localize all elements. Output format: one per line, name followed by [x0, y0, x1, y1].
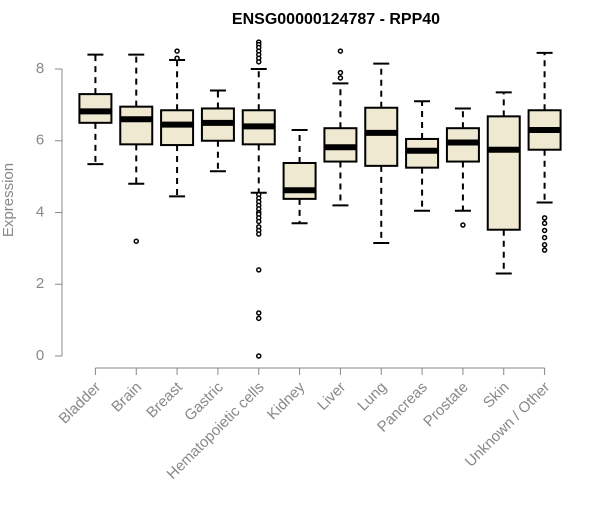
outlier-point — [174, 55, 180, 61]
outlier-point — [133, 238, 139, 244]
outlier-point — [337, 48, 344, 54]
y-axis: 0 2 4 6 8 — [36, 60, 63, 364]
outlier-point — [541, 215, 548, 221]
box-gastric — [200, 89, 235, 173]
x-tick-label: Breast — [143, 378, 186, 421]
iqr-box — [486, 115, 521, 231]
box-lung — [364, 62, 399, 244]
outlier-point — [541, 227, 548, 234]
outlier-point — [541, 247, 548, 253]
outlier-point — [460, 222, 466, 228]
x-tick-label: Brain — [108, 379, 145, 416]
x-tick-label: Skin — [480, 379, 513, 412]
box-liver — [323, 48, 358, 207]
outlier-point — [541, 242, 548, 248]
iqr-box — [119, 105, 154, 146]
outlier-point — [256, 231, 262, 237]
y-tick-label: 2 — [36, 275, 44, 292]
box-kidney — [282, 128, 317, 225]
outlier-point — [256, 59, 262, 65]
y-tick-label: 8 — [36, 60, 44, 77]
iqr-box — [282, 161, 317, 200]
box-prostate — [445, 107, 480, 228]
outlier-point — [256, 310, 262, 316]
outlier-point — [256, 218, 262, 225]
y-tick-label: 0 — [36, 347, 44, 364]
box-unknown-other — [527, 51, 562, 253]
outlier-point — [541, 234, 548, 241]
iqr-box — [160, 109, 195, 147]
box-brain — [119, 53, 154, 244]
outlier-point — [256, 353, 262, 359]
outlier-point — [256, 267, 262, 273]
box-pancreas — [405, 100, 440, 212]
boxes-group — [78, 39, 562, 359]
y-tick-label: 4 — [36, 203, 44, 220]
outlier-point — [541, 220, 548, 227]
box-skin — [486, 91, 521, 275]
y-axis-label: Expression — [0, 163, 17, 237]
x-tick-label: Kidney — [264, 378, 309, 423]
x-tick-label: Lung — [354, 379, 390, 415]
chart-title: ENSG00000124787 - RPP40 — [232, 11, 440, 28]
box-bladder — [78, 53, 113, 166]
x-tick-label: Bladder — [56, 379, 105, 428]
box-breast — [160, 48, 195, 198]
outlier-point — [337, 69, 344, 76]
y-tick-label: 6 — [36, 132, 44, 149]
outlier-point — [174, 48, 180, 54]
x-tick-label: Prostate — [420, 379, 472, 431]
outlier-point — [337, 75, 344, 81]
iqr-box — [364, 106, 399, 167]
outlier-point — [256, 315, 262, 322]
box-hematopoietic-cells — [241, 39, 276, 359]
x-tick-label: Liver — [314, 379, 349, 414]
